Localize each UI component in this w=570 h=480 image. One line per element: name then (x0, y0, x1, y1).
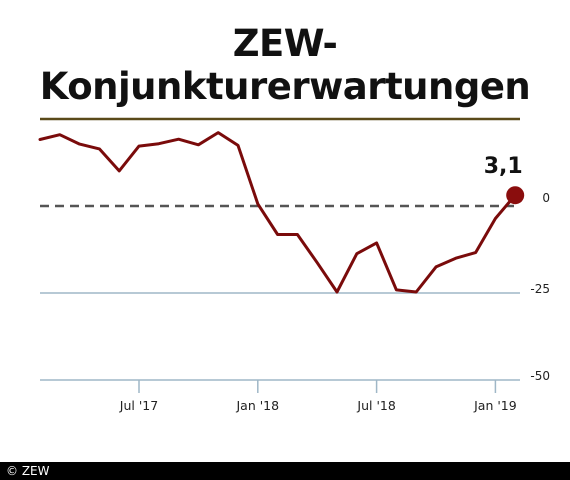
x-tick-label: Jul '17 (119, 398, 158, 413)
series-line (38, 131, 517, 294)
data-point (316, 261, 319, 264)
data-point (415, 290, 418, 293)
data-point (256, 202, 259, 205)
chart-title: ZEW-Konjunkturerwartungen (39, 22, 531, 108)
x-tick-label: Jan '19 (473, 398, 517, 413)
data-point (494, 217, 497, 220)
data-point (39, 138, 42, 141)
data-point (138, 145, 141, 148)
last-value-label: 3,1 (484, 154, 523, 179)
data-point (395, 288, 398, 291)
data-point (98, 147, 101, 150)
y-tick-label: -50 (530, 369, 550, 383)
copyright-text: © ZEW (6, 464, 50, 478)
data-point (296, 233, 299, 236)
line-chart: 0 -25 -50 Jul '17 Jan '18 Jul '18 Jan '19 3,1 (38, 117, 550, 413)
data-point (118, 169, 121, 172)
data-point (454, 257, 457, 260)
x-tick-label: Jan '18 (236, 398, 280, 413)
data-point (237, 144, 240, 147)
data-point (217, 131, 220, 134)
data-point (375, 241, 378, 244)
data-point (197, 143, 200, 146)
data-point (177, 138, 180, 141)
x-tick-label: Jul '18 (356, 398, 395, 413)
data-point (474, 251, 477, 254)
data-point (435, 265, 438, 268)
data-point (355, 252, 358, 255)
data-point (336, 290, 339, 293)
footer-bar: © ZEW (0, 462, 570, 480)
last-value-marker (506, 186, 525, 205)
data-point (157, 142, 160, 145)
data-point (78, 143, 81, 146)
data-point (276, 233, 279, 236)
data-point (58, 133, 61, 136)
y-tick-label: -25 (530, 282, 550, 296)
y-tick-label: 0 (542, 191, 550, 205)
